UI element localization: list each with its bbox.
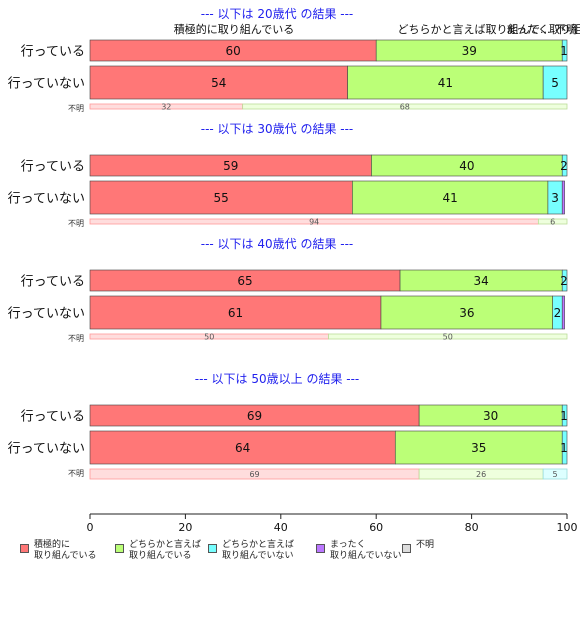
unknown-bar-segment [242, 103, 568, 110]
unknown-data-label: 68 [400, 103, 410, 112]
unknown-data-label: 50 [443, 333, 453, 342]
bar-segment [542, 65, 568, 100]
legend-swatch [20, 544, 29, 553]
legend-label: 積極的に 取り組んでいる [34, 540, 97, 561]
legend-swatch [208, 544, 217, 553]
bar-segment [561, 295, 565, 330]
bar-segment [561, 39, 568, 62]
data-label: 1 [560, 44, 568, 58]
bar-segment [380, 295, 553, 330]
bar-segment [561, 154, 568, 177]
legend-label: どちらかと言えば 取り組んでいない [222, 540, 295, 561]
group-title: --- 以下は 20歳代 の結果 --- [201, 7, 354, 21]
group-title: --- 以下は 50歳以上 の結果 --- [195, 372, 360, 386]
unknown-data-label: 50 [204, 333, 214, 342]
bar-segment [347, 65, 544, 100]
unknown-bar-segment [537, 218, 568, 225]
unknown-data-label: 6 [550, 218, 555, 227]
row-label: 行っている [21, 45, 85, 60]
data-label: 5 [551, 76, 559, 90]
data-label: 1 [560, 441, 568, 455]
unknown-row-label: 不明 [68, 104, 84, 113]
bar-segment [89, 180, 353, 215]
bar-segment [561, 404, 568, 427]
data-label: 3 [551, 191, 559, 205]
legend-item: 積極的に 取り組んでいる [20, 540, 97, 562]
data-label: 40 [459, 159, 474, 173]
data-label: 41 [438, 76, 453, 90]
data-label: 30 [483, 409, 498, 423]
x-tick-label: 100 [557, 521, 578, 534]
unknown-data-label: 26 [476, 470, 486, 479]
data-label: 55 [214, 191, 229, 205]
unknown-row-label: 不明 [68, 469, 84, 478]
x-tick-label: 80 [465, 521, 479, 534]
legend-item: どちらかと言えば 取り組んでいない [208, 540, 294, 562]
data-label: 2 [554, 306, 562, 320]
legend-swatch [402, 544, 411, 553]
group-title: --- 以下は 30歳代 の結果 --- [201, 122, 354, 136]
bar-segment [89, 65, 348, 100]
data-label: 2 [560, 274, 568, 288]
chart-legend: 積極的に 取り組んでいる どちらかと言えば 取り組んでいる どちらかと言えば 取り組… [20, 540, 580, 570]
unknown-data-label: 94 [309, 218, 319, 227]
top-label-1: 積極的に取り組んでいる [174, 22, 294, 36]
data-label: 34 [473, 274, 488, 288]
bar-segment [89, 295, 382, 330]
bar-segment [561, 180, 565, 215]
row-label: 行っていない [8, 307, 85, 322]
bar-segment [561, 430, 568, 465]
legend-label: 不明 [416, 540, 435, 550]
data-label: 2 [560, 159, 568, 173]
data-label: 69 [247, 409, 262, 423]
unknown-row-label: 不明 [68, 219, 84, 228]
unknown-data-label: 5 [553, 470, 558, 479]
data-label: 60 [225, 44, 240, 58]
data-label: 1 [560, 409, 568, 423]
unknown-bar-segment [328, 333, 568, 340]
unknown-bar-segment [542, 468, 568, 480]
x-tick-label: 60 [369, 521, 383, 534]
legend-item: どちらかと言えば 取り組んでいる [115, 540, 201, 562]
data-label: 65 [237, 274, 252, 288]
row-label: 行っていない [8, 442, 85, 457]
data-label: 35 [471, 441, 486, 455]
data-label: 64 [235, 441, 250, 455]
legend-swatch [316, 544, 325, 553]
x-tick-label: 0 [87, 521, 94, 534]
unknown-data-label: 69 [249, 470, 259, 479]
legend-swatch [115, 544, 124, 553]
row-label: 行っている [21, 410, 85, 425]
row-label: 行っている [21, 275, 85, 290]
x-tick-label: 20 [178, 521, 192, 534]
top-label-2: どちらかと言えば取り組んで... [398, 23, 551, 36]
row-label: 行っていない [8, 77, 85, 92]
legend-label: まったく 取り組んでいない [330, 540, 402, 561]
row-label: 行っている [21, 160, 85, 175]
legend-item: 不明 [402, 540, 434, 553]
bar-segment [394, 430, 563, 465]
data-label: 54 [211, 76, 226, 90]
stacked-bar-chart: 積極的に取り組んでいるどちらかと言えば取り組んで...まったく取り組...不明-… [8, 7, 580, 534]
data-label: 59 [223, 159, 238, 173]
legend-label: どちらかと言えば 取り組んでいる [129, 540, 202, 561]
top-label-3: まったく取り組... [505, 23, 580, 36]
data-label: 61 [228, 306, 243, 320]
bar-segment [89, 430, 396, 465]
top-label-4: 不明 [555, 23, 577, 36]
data-label: 36 [459, 306, 474, 320]
data-label: 39 [462, 44, 477, 58]
bar-segment [352, 180, 549, 215]
data-label: 41 [442, 191, 457, 205]
x-tick-label: 40 [274, 521, 288, 534]
legend-item: まったく 取り組んでいない [316, 540, 402, 562]
unknown-row-label: 不明 [68, 334, 84, 343]
row-label: 行っていない [8, 192, 85, 207]
bar-segment [561, 269, 568, 292]
unknown-data-label: 32 [161, 103, 171, 112]
group-title: --- 以下は 40歳代 の結果 --- [201, 237, 354, 251]
